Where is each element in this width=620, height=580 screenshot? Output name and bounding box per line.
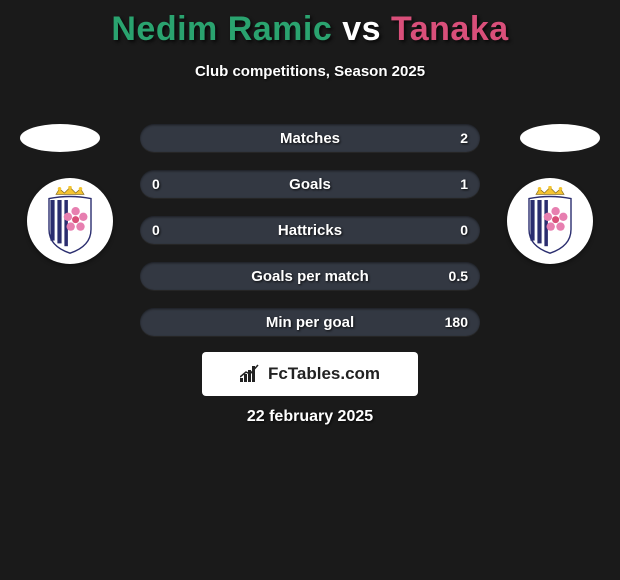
brand-text: FcTables.com (268, 364, 380, 384)
player2-disc (520, 124, 600, 152)
brand-box: FcTables.com (202, 352, 418, 396)
subtitle: Club competitions, Season 2025 (0, 63, 620, 80)
player1-disc (20, 124, 100, 152)
player2-name: Tanaka (391, 10, 509, 48)
stat-label: Matches (140, 130, 480, 147)
comparison-bars: Matches20Goals10Hattricks0Goals per matc… (140, 124, 480, 354)
stat-right-value: 180 (445, 314, 468, 330)
stat-label: Min per goal (140, 314, 480, 331)
stat-label: Goals (140, 176, 480, 193)
stat-label: Goals per match (140, 268, 480, 285)
player1-name: Nedim Ramic (111, 10, 332, 48)
stat-row: Goals per match0.5 (140, 262, 480, 290)
stat-right-value: 0.5 (449, 268, 468, 284)
stat-right-value: 2 (460, 130, 468, 146)
stat-row: Matches2 (140, 124, 480, 152)
date-text: 22 february 2025 (0, 408, 620, 426)
chart-icon (240, 364, 262, 384)
player1-crest (27, 178, 113, 264)
player2-crest (507, 178, 593, 264)
stat-right-value: 1 (460, 176, 468, 192)
stat-row: 0Goals1 (140, 170, 480, 198)
vs-text: vs (332, 10, 391, 48)
crest-icon (515, 186, 585, 256)
comparison-title: Nedim Ramic vs Tanaka (0, 0, 620, 49)
stat-right-value: 0 (460, 222, 468, 238)
crest-icon (35, 186, 105, 256)
stat-label: Hattricks (140, 222, 480, 239)
stat-row: Min per goal180 (140, 308, 480, 336)
stat-row: 0Hattricks0 (140, 216, 480, 244)
